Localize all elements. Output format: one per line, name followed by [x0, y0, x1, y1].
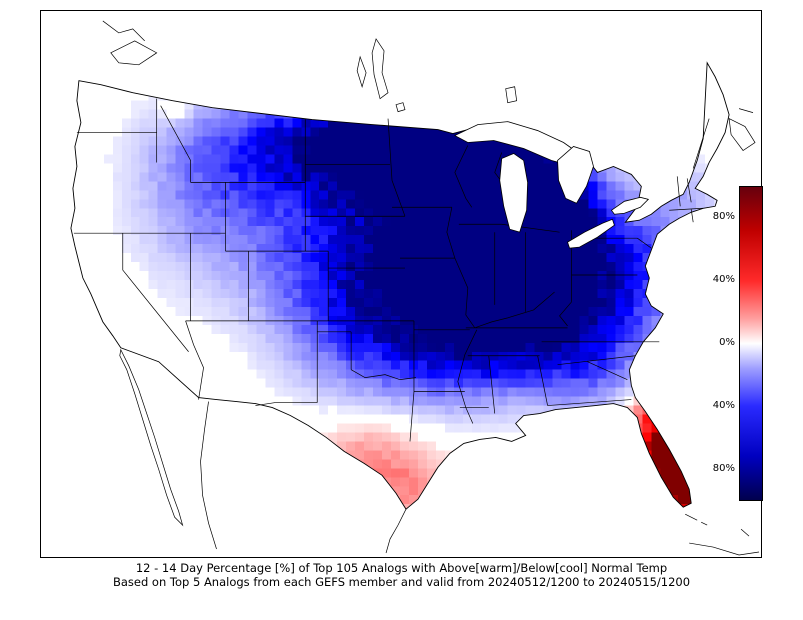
- us-outline: [71, 63, 729, 509]
- lake-huron: [558, 147, 594, 204]
- figure-caption: 12 - 14 Day Percentage [%] of Top 105 An…: [0, 561, 803, 589]
- colorbar-tick-80-below: 80%: [712, 463, 735, 474]
- lake-michigan: [500, 153, 528, 232]
- map-frame: 80% 40% 0% 40% 80%: [40, 10, 763, 558]
- great-lakes: [455, 122, 648, 249]
- state-borders: [74, 99, 709, 442]
- us-temperature-analog-map: [41, 11, 761, 557]
- colorbar-tick-40-below: 40%: [712, 400, 735, 411]
- lake-erie: [568, 219, 615, 248]
- lake-ontario: [611, 197, 648, 214]
- figure-title: 12 - 14 Day Percentage [%] of Top 105 An…: [135, 561, 668, 575]
- figure-subtitle: Based on Top 5 Analogs from each GEFS me…: [112, 574, 691, 589]
- colorbar: [739, 186, 763, 501]
- heatmap-layer: [103, 62, 730, 510]
- colorbar-tick-0: 0%: [719, 337, 735, 348]
- neighboring-landmasses: [103, 21, 759, 555]
- colorbar-tick-40-above: 40%: [712, 274, 735, 285]
- colorbar-tick-80-above: 80%: [712, 211, 735, 222]
